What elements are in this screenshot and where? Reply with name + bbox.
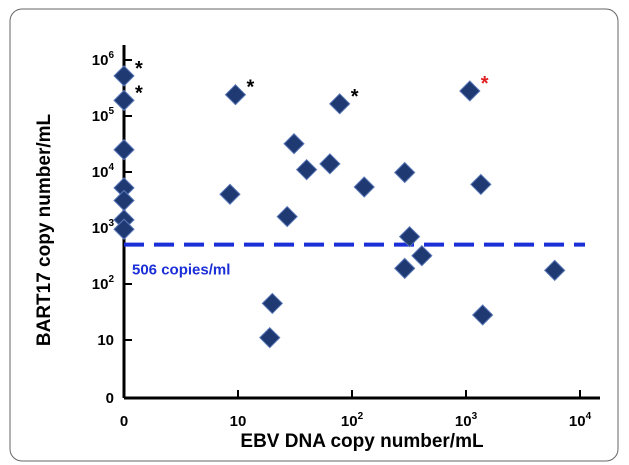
chart-frame: [9, 8, 619, 462]
data-point: [295, 158, 318, 181]
data-point: [276, 205, 298, 228]
y-tick-label: 102: [92, 274, 115, 293]
x-axis-title: EBV DNA copy number/mL: [240, 431, 484, 452]
data-point: [219, 183, 241, 205]
x-tick-label: 104: [569, 411, 592, 430]
y-tick-label: 0: [106, 390, 114, 407]
x-tick-label: 10: [230, 413, 247, 430]
data-point: [113, 218, 135, 240]
data-point: [394, 161, 416, 184]
data-point: [283, 133, 305, 155]
data-point: [259, 326, 281, 349]
y-tick-label: 103: [92, 218, 115, 237]
y-tick-label: 104: [92, 162, 115, 181]
data-point: [394, 257, 416, 280]
significance-star: *: [135, 82, 143, 104]
significance-star: *: [246, 77, 254, 99]
y-axis-title: BART17 copy number/mL: [34, 113, 55, 346]
threshold-label: 506 copies/ml: [132, 262, 230, 279]
data-point: [319, 153, 341, 175]
data-point: [224, 84, 247, 106]
plot-area: 0 10 102 103 104 105 106 0 10 102 103 104 506 copies…: [92, 45, 600, 430]
x-tick-label: 102: [341, 411, 364, 430]
data-point: [470, 173, 492, 196]
data-point: [261, 292, 284, 315]
significance-star: *: [351, 86, 359, 108]
y-tick-label: 10: [97, 332, 114, 349]
data-point: [411, 245, 433, 267]
data-point: [113, 139, 135, 161]
x-tick-label: 103: [455, 411, 478, 430]
y-tick-label: 105: [92, 106, 115, 125]
y-tick-label: 106: [92, 50, 115, 69]
data-point: [471, 304, 494, 326]
data-point: [398, 225, 421, 248]
data-point: [544, 259, 566, 282]
data-point: [459, 80, 481, 102]
x-tick-label: 0: [120, 413, 128, 430]
data-point: [113, 89, 135, 112]
data-point: [353, 176, 375, 198]
data-point: [328, 93, 351, 115]
significance-star: *: [135, 58, 143, 80]
significance-star: *: [481, 73, 489, 95]
data-point: [113, 65, 135, 87]
